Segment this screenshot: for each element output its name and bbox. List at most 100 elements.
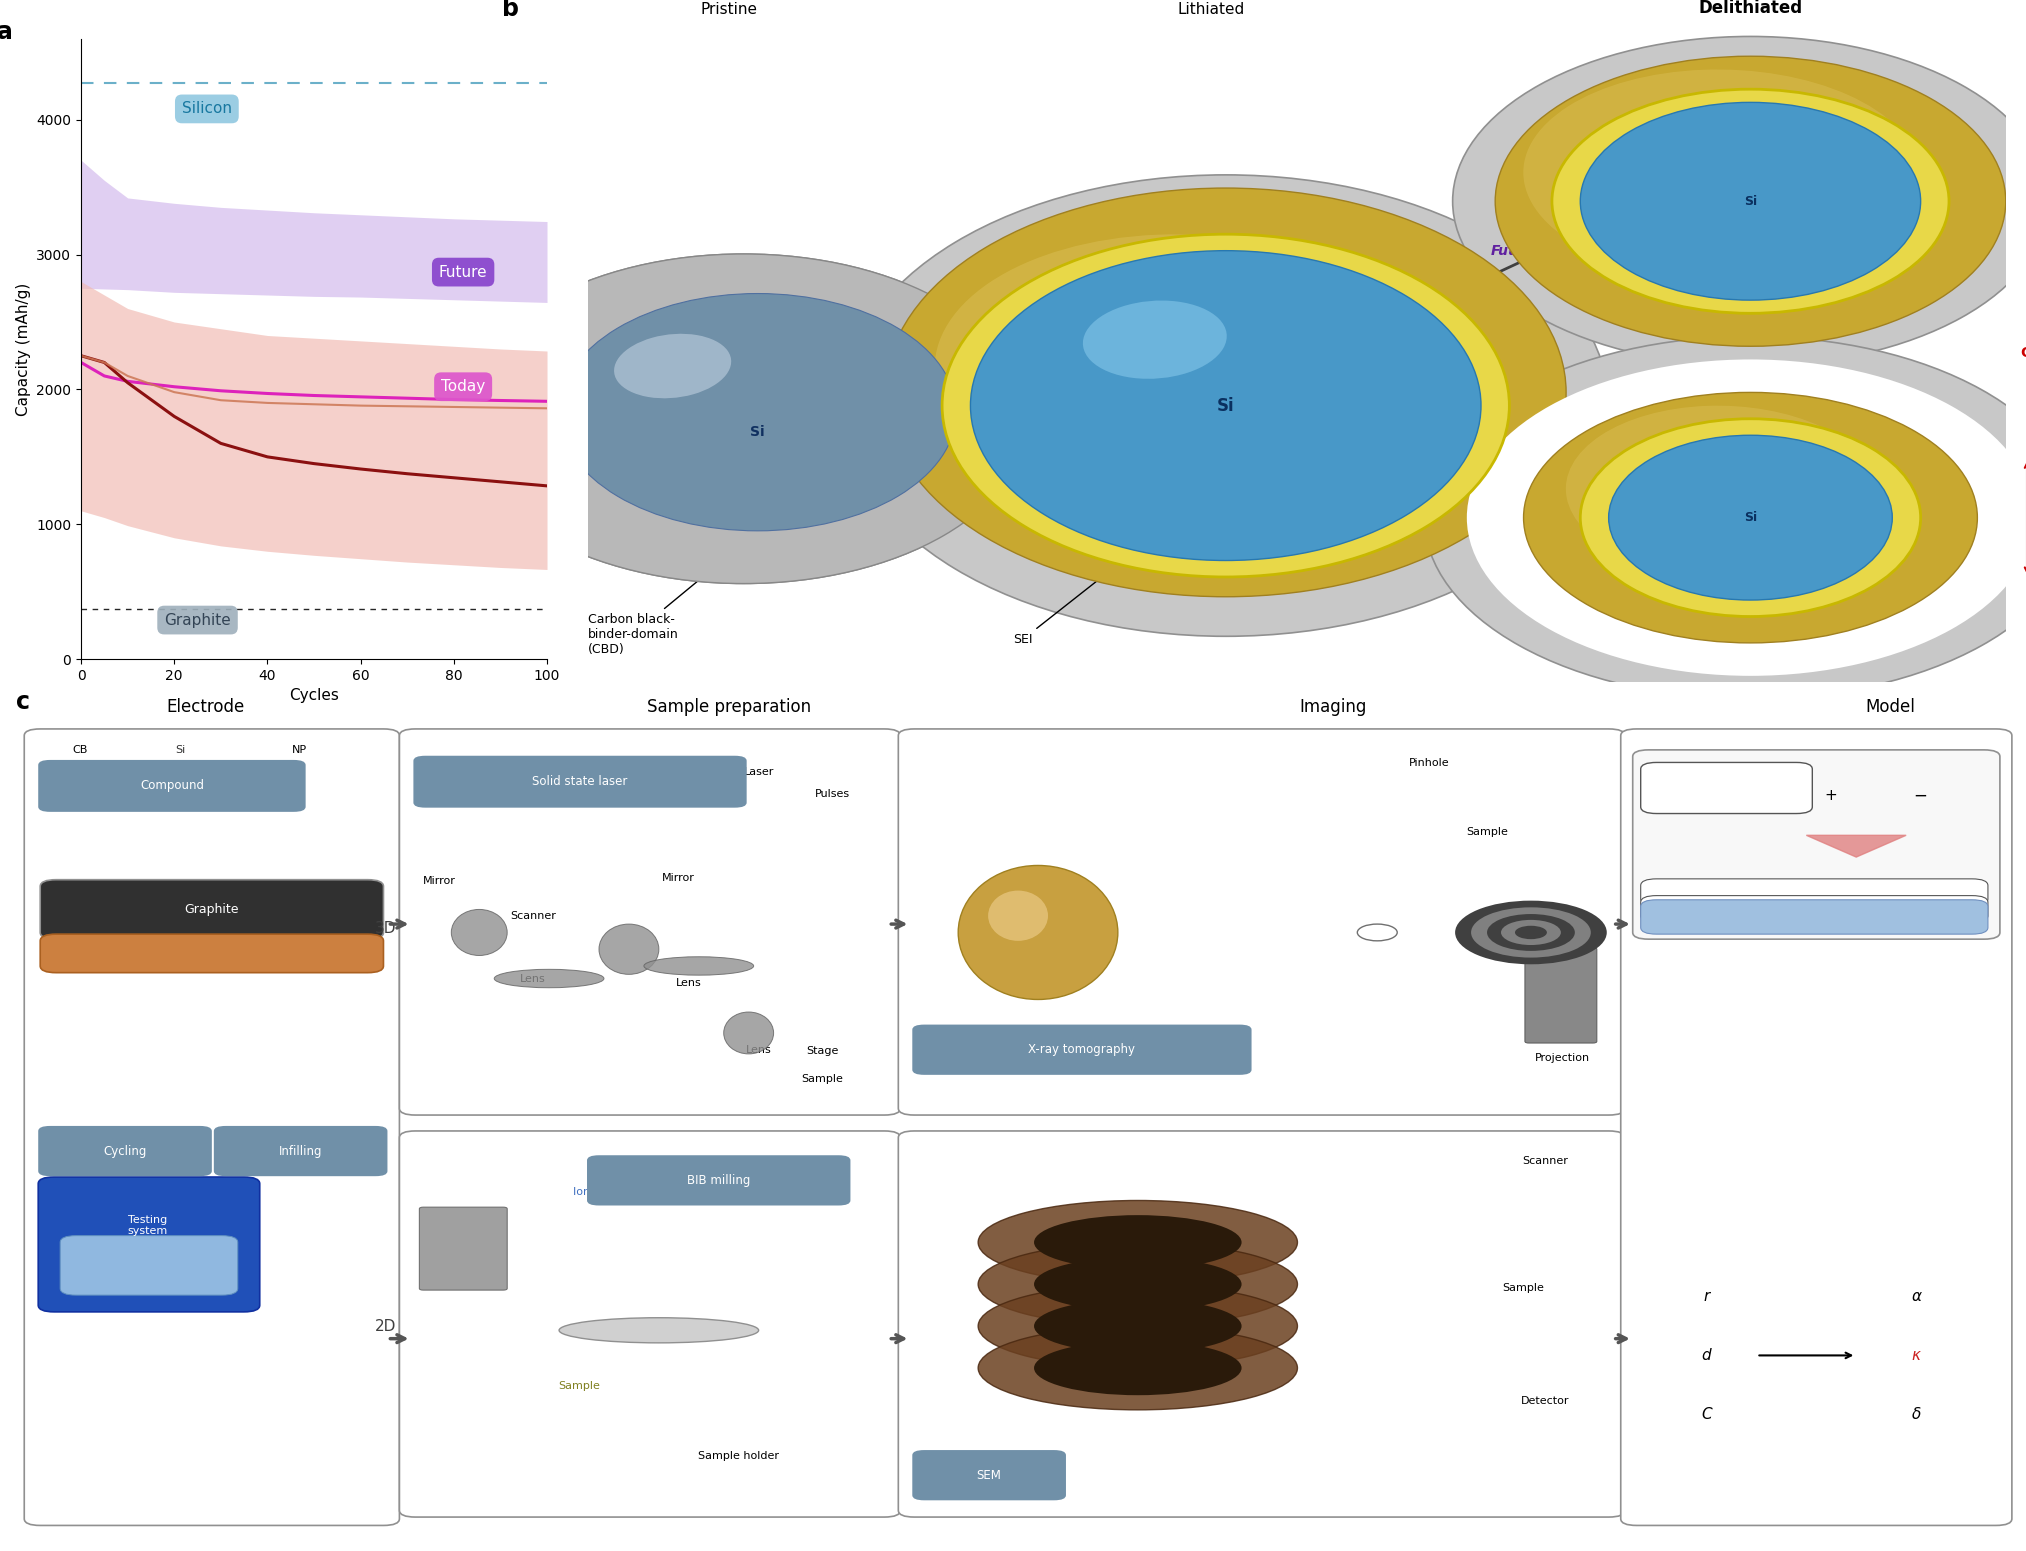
Ellipse shape <box>1580 102 1921 299</box>
Ellipse shape <box>970 251 1481 560</box>
Text: Carbon black-
binder-domain
(CBD): Carbon black- binder-domain (CBD) <box>588 540 748 656</box>
Ellipse shape <box>1467 360 2026 676</box>
Text: κ: κ <box>1913 1348 1921 1363</box>
Ellipse shape <box>460 254 1027 583</box>
Text: Si: Si <box>1744 195 1757 208</box>
FancyBboxPatch shape <box>399 729 900 1115</box>
Text: Mirror: Mirror <box>423 875 456 886</box>
Text: Condenser: Condenser <box>1056 909 1120 923</box>
Text: Sample: Sample <box>1467 827 1507 838</box>
Ellipse shape <box>1424 337 2026 700</box>
FancyBboxPatch shape <box>912 1450 1066 1500</box>
Text: NP: NP <box>292 744 308 755</box>
Circle shape <box>1455 901 1607 965</box>
Text: b: b <box>502 0 519 20</box>
X-axis label: Cycles: Cycles <box>290 689 338 704</box>
FancyBboxPatch shape <box>1641 900 1988 934</box>
Ellipse shape <box>1033 1214 1242 1270</box>
Text: c: c <box>16 690 30 713</box>
Ellipse shape <box>979 1326 1297 1410</box>
FancyBboxPatch shape <box>1621 729 2012 1526</box>
Ellipse shape <box>1552 88 1949 313</box>
Ellipse shape <box>1033 1298 1242 1354</box>
FancyBboxPatch shape <box>38 760 306 811</box>
Ellipse shape <box>934 234 1432 510</box>
Text: Zone
plate: Zone plate <box>1536 914 1564 935</box>
FancyBboxPatch shape <box>898 729 1625 1115</box>
Text: +: + <box>1823 788 1838 803</box>
Text: Compound: Compound <box>140 780 205 793</box>
FancyBboxPatch shape <box>588 1155 851 1205</box>
Text: Aperture: Aperture <box>1412 1363 1461 1373</box>
Text: Pinhole: Pinhole <box>1408 758 1449 768</box>
Text: Ion beam: Ion beam <box>573 1187 626 1197</box>
Text: Graphite: Graphite <box>164 613 231 628</box>
Text: CB: CB <box>73 744 87 755</box>
Text: Laser: Laser <box>744 766 774 777</box>
FancyBboxPatch shape <box>215 1126 387 1176</box>
FancyBboxPatch shape <box>413 755 748 808</box>
Text: Detector: Detector <box>1522 1396 1570 1407</box>
Text: Electrode: Electrode <box>166 698 245 717</box>
Text: d: d <box>1702 1348 1712 1363</box>
Text: Pristine: Pristine <box>701 2 758 17</box>
Text: BIB milling: BIB milling <box>687 1174 750 1187</box>
Text: Imaging: Imaging <box>1301 698 1368 717</box>
Ellipse shape <box>452 909 506 955</box>
Ellipse shape <box>989 890 1047 941</box>
Text: Lithiated: Lithiated <box>1177 2 1246 17</box>
Text: Silicon: Silicon <box>182 101 231 116</box>
Text: α: α <box>1911 1289 1921 1304</box>
Polygon shape <box>1807 836 1906 858</box>
FancyBboxPatch shape <box>41 879 383 940</box>
Text: Sample: Sample <box>802 1073 843 1084</box>
Ellipse shape <box>1495 56 2006 346</box>
Text: Lens: Lens <box>521 974 545 983</box>
Text: Magnetic
lens: Magnetic lens <box>1112 1290 1163 1312</box>
Text: Model: Model <box>1866 698 1915 717</box>
Text: a: a <box>0 20 12 43</box>
Text: Scanner: Scanner <box>511 910 555 921</box>
Text: Future: Future <box>440 265 488 279</box>
Circle shape <box>1515 926 1548 940</box>
Text: Gap: Gap <box>2020 346 2026 360</box>
FancyBboxPatch shape <box>24 729 399 1526</box>
Ellipse shape <box>979 1200 1297 1284</box>
Text: r: r <box>1704 1289 1710 1304</box>
Text: SEI: SEI <box>1013 527 1165 645</box>
Ellipse shape <box>1566 406 1878 577</box>
Text: Sample: Sample <box>1501 1283 1544 1294</box>
Ellipse shape <box>1453 36 2026 366</box>
Ellipse shape <box>1524 70 1921 281</box>
Ellipse shape <box>614 333 731 399</box>
FancyBboxPatch shape <box>41 934 383 972</box>
Text: Future: Future <box>1491 244 1542 257</box>
Text: Today: Today <box>1483 433 1530 447</box>
Text: Blade: Blade <box>423 1233 456 1244</box>
FancyBboxPatch shape <box>1641 763 1813 814</box>
Text: Today: Today <box>442 380 486 394</box>
FancyBboxPatch shape <box>61 1236 237 1295</box>
Ellipse shape <box>460 254 1027 583</box>
FancyBboxPatch shape <box>1526 948 1596 1042</box>
Text: −: − <box>1913 786 1927 805</box>
FancyBboxPatch shape <box>38 1177 259 1312</box>
Text: Si: Si <box>1744 512 1757 524</box>
Ellipse shape <box>958 865 1118 999</box>
FancyBboxPatch shape <box>1641 879 1988 906</box>
Ellipse shape <box>559 293 956 530</box>
FancyBboxPatch shape <box>1633 749 2000 940</box>
Text: Lens: Lens <box>746 1045 772 1055</box>
FancyBboxPatch shape <box>898 1131 1625 1517</box>
Text: Sample holder: Sample holder <box>699 1450 780 1461</box>
Text: Stage: Stage <box>806 1047 839 1056</box>
Ellipse shape <box>1524 392 1977 642</box>
Y-axis label: Capacity (mAh/g): Capacity (mAh/g) <box>16 282 30 416</box>
Text: Si: Si <box>750 425 766 439</box>
Text: Cycling: Cycling <box>103 1145 146 1157</box>
Text: Solid state laser: Solid state laser <box>533 776 628 788</box>
Ellipse shape <box>942 234 1509 577</box>
Ellipse shape <box>494 969 604 988</box>
Text: Graphite: Graphite <box>184 903 239 917</box>
Text: Beam: Beam <box>1453 1227 1485 1236</box>
